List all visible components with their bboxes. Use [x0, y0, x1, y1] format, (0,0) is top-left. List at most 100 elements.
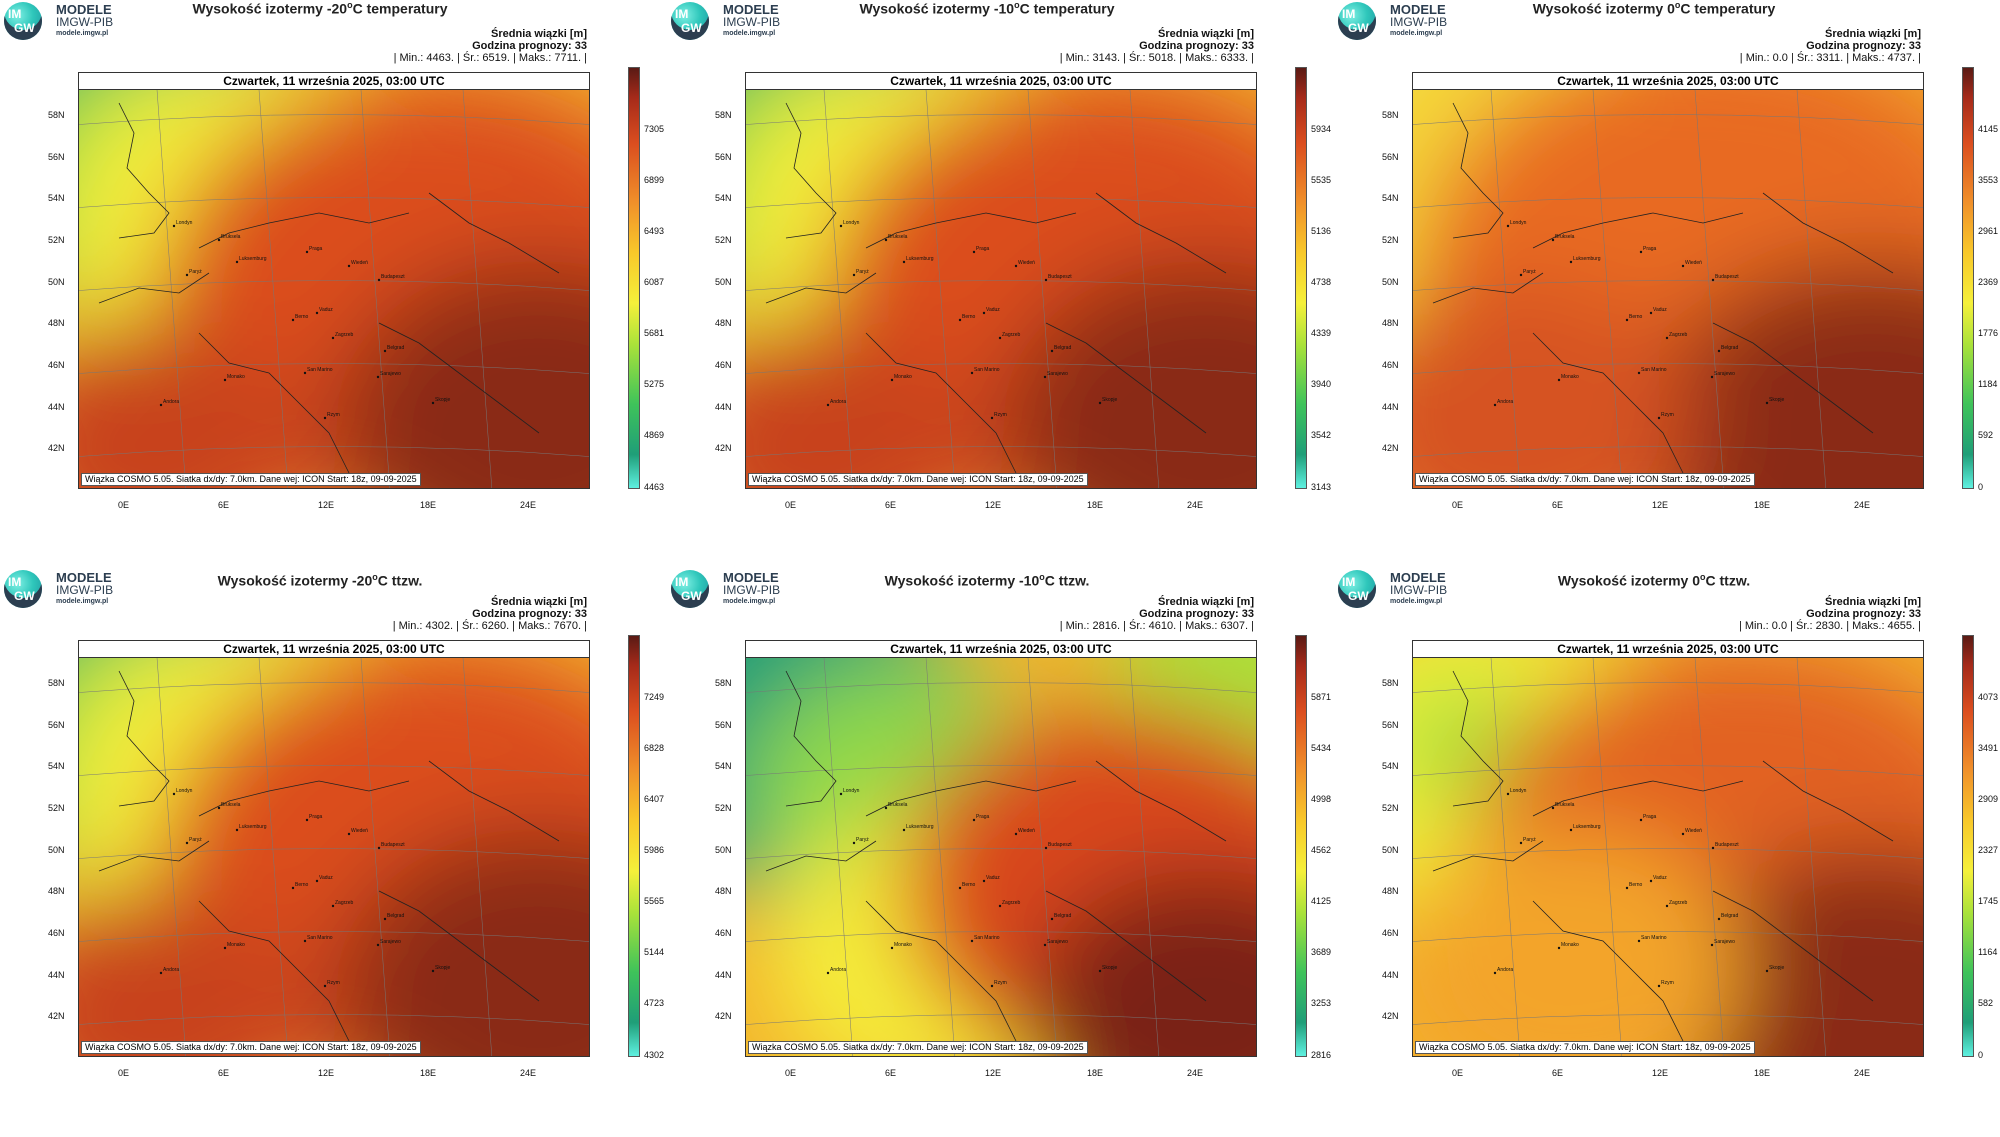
city-label: Paryż [856, 269, 869, 275]
logo-line1: MODELE [723, 2, 779, 17]
meridian-line [1026, 73, 1058, 488]
city-marker [1625, 886, 1629, 890]
colorbar-tick-label: 4723 [644, 998, 665, 1008]
latitude-label: 58N [48, 110, 65, 120]
latitude-label: 44N [715, 970, 732, 980]
parallel-line [1413, 931, 1923, 942]
latitude-label: 44N [715, 402, 732, 412]
city-label: Paryż [856, 837, 869, 843]
city-label: San Marino [1641, 367, 1667, 373]
city-marker [852, 841, 856, 845]
parallel-line [1413, 848, 1923, 859]
city-label: San Marino [307, 367, 333, 373]
meridian-line [1128, 73, 1160, 488]
title-prefix: Wysokość izotermy 0 [1532, 0, 1675, 17]
city-label: Andora [830, 399, 846, 405]
title-suffix: C temperatury [1680, 0, 1776, 17]
meridian-line [257, 73, 289, 488]
model-info-footer: Wiązka COSMO 5.05. Siatka dx/dy: 7.0km. … [748, 1041, 1088, 1054]
city-label: Praga [1643, 814, 1657, 820]
logo-line3: modele.imgw.pl [56, 30, 109, 37]
logo-letters-bottom: GW [681, 589, 702, 603]
colorbar-tick-label: 1184 [1978, 379, 1998, 389]
city-marker [1493, 971, 1497, 975]
city-marker [431, 401, 435, 405]
colorbar-tick-label: 1164 [1978, 947, 1998, 957]
forecast-date: Czwartek, 11 września 2025, 03:00 UTC [1413, 641, 1923, 658]
colorbar [1962, 635, 1974, 1057]
field-blob [1413, 280, 1694, 488]
city-marker [884, 806, 888, 810]
city-label: Belgrad [387, 913, 404, 919]
city-label: Bruksela [1555, 234, 1575, 240]
longitude-label: 12E [318, 1068, 335, 1078]
city-label: Vaduz [319, 307, 333, 313]
title-suffix: C ttzw. [1044, 572, 1090, 589]
city-marker [1569, 828, 1573, 832]
degree-symbol: o [372, 572, 378, 582]
logo-line2: IMGW-PIB [56, 15, 114, 29]
meridian-line [1026, 641, 1058, 1056]
map-panel: IM GW MODELE IMGW-PIB modele.imgw.pl Wysokość… [0, 568, 667, 1137]
logo-emblem: IM GW [1338, 2, 1376, 40]
city-label: Belgrad [1721, 345, 1738, 351]
city-marker [223, 946, 227, 950]
map-panel: IM GW MODELE IMGW-PIB modele.imgw.pl Wysokość… [667, 0, 1334, 569]
city-label: Rzym [327, 980, 340, 986]
forecast-hour: Godzina prognozy: 33 [1139, 608, 1254, 620]
meridian-line [1591, 73, 1623, 488]
longitude-label: 6E [1552, 1068, 1564, 1078]
colorbar [1962, 67, 1974, 489]
longitude-label: 0E [118, 500, 130, 510]
city-label: Zagrzeb [1669, 900, 1688, 906]
imgw-logo: IM GW MODELE IMGW-PIB modele.imgw.pl [4, 2, 164, 42]
city-marker [1649, 311, 1653, 315]
stats-label: Średnia wiązki [m] [1825, 28, 1921, 40]
city-label: Sarajewo [1047, 371, 1068, 377]
map-panel: IM GW MODELE IMGW-PIB modele.imgw.pl Wysokość… [0, 0, 667, 569]
city-marker [303, 939, 307, 943]
city-label: Zagrzeb [1002, 332, 1021, 338]
city-label: Budapeszt [1715, 274, 1739, 280]
meridian-line [1128, 641, 1160, 1056]
logo-line3: modele.imgw.pl [1390, 30, 1443, 37]
field-blob [746, 322, 976, 488]
logo-text: MODELE IMGW-PIB modele.imgw.pl [1390, 3, 1447, 40]
longitude-label: 24E [1187, 1068, 1204, 1078]
logo-letters-bottom: GW [14, 589, 35, 603]
colorbar-tick-label: 4073 [1978, 692, 1999, 702]
logo-letters-bottom: GW [681, 21, 702, 35]
colorbar-tick-label: 2909 [1978, 794, 1999, 804]
longitude-label: 12E [1652, 1068, 1669, 1078]
title-prefix: Wysokość izotermy -10 [859, 0, 1015, 17]
city-marker [347, 264, 351, 268]
meridian-line [359, 73, 391, 488]
model-info-footer: Wiązka COSMO 5.05. Siatka dx/dy: 7.0km. … [1415, 1041, 1755, 1054]
city-marker [982, 879, 986, 883]
city-label: Andora [163, 399, 179, 405]
city-marker [884, 238, 888, 242]
city-marker [377, 846, 381, 850]
city-marker [1043, 375, 1047, 379]
logo-letters-bottom: GW [14, 21, 35, 35]
latitude-label: 50N [1382, 845, 1399, 855]
parallel-line [746, 765, 1256, 776]
meridian-line [1795, 73, 1827, 488]
meridian-line [1795, 641, 1827, 1056]
city-marker [1506, 224, 1510, 228]
city-marker [1711, 846, 1715, 850]
stats-values: | Min.: 0.0 | Śr.: 3311. | Maks.: 4737. … [1739, 52, 1921, 64]
latitude-label: 48N [48, 318, 65, 328]
city-label: Londyn [843, 788, 860, 794]
latitude-label: 54N [1382, 761, 1399, 771]
city-label: Bruksela [221, 234, 241, 240]
logo-letters-top: IM [675, 575, 689, 589]
meridian-line [1489, 73, 1521, 488]
latitude-label: 56N [715, 152, 732, 162]
map-panel: IM GW MODELE IMGW-PIB modele.imgw.pl Wysokość… [1334, 0, 2000, 569]
city-marker [315, 879, 319, 883]
city-label: Zagrzeb [1669, 332, 1688, 338]
city-marker [223, 378, 227, 382]
logo-emblem: IM GW [671, 570, 709, 608]
latitude-label: 42N [1382, 443, 1399, 453]
